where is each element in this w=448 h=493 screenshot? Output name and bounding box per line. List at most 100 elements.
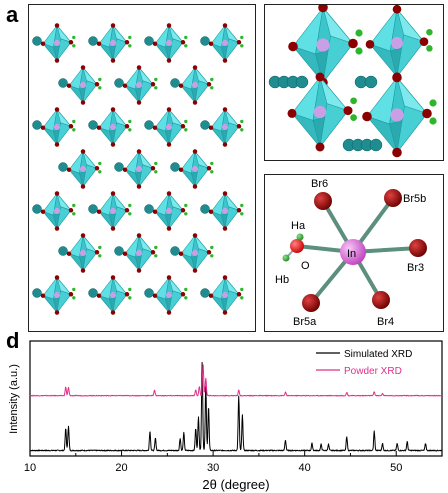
bromine-atom: [66, 83, 72, 88]
octahedron: [208, 107, 244, 147]
cesium-atom: [88, 120, 98, 130]
cesium-atom: [200, 120, 210, 130]
bromine-atom: [180, 292, 186, 297]
hydrogen-atom: [154, 161, 158, 166]
octahedron: [152, 191, 188, 231]
octahedron-face: [396, 105, 428, 153]
octahedron: [178, 233, 214, 273]
octahedron-face: [138, 164, 154, 187]
bromine-atom: [124, 40, 130, 45]
bromine-atom: [122, 167, 128, 172]
panel-d-xrd-chart: 10 20 30 40 50 Simulated XRD Powder XRD 2θ (…: [8, 340, 443, 492]
hydrogen-atom: [128, 212, 132, 216]
bromine-atom: [40, 209, 46, 214]
cesium-atom: [144, 288, 154, 298]
label-ha: Ha: [291, 220, 306, 232]
bromine-atom: [110, 58, 116, 63]
label-o: O: [301, 260, 310, 272]
hydrogen-atom: [154, 170, 158, 174]
cesium-atom: [369, 138, 383, 152]
bromine-atom: [152, 209, 158, 214]
indium-atom: [53, 39, 61, 47]
atom-br3: [409, 239, 427, 257]
hydrogen-atom: [210, 86, 214, 90]
hydrogen-atom: [72, 44, 76, 48]
bromine-atom: [122, 251, 128, 256]
bromine-atom: [54, 226, 60, 231]
bromine-atom: [208, 41, 214, 46]
octahedron-face: [138, 80, 154, 103]
cesium-atom: [32, 120, 42, 130]
bromine-atom: [222, 107, 228, 112]
hydrogen-atom: [210, 254, 214, 258]
octahedron: [152, 23, 188, 63]
octahedron: [40, 107, 76, 147]
octahedron: [208, 23, 244, 63]
bromine-atom: [66, 167, 72, 172]
cesium-atom: [144, 204, 154, 214]
bromine-atom: [110, 275, 116, 280]
label-br5b: Br5b: [403, 193, 426, 205]
x-tick-label: 20: [115, 462, 127, 474]
indium-atom: [221, 291, 229, 299]
indium-atom: [109, 291, 117, 299]
cesium-atom: [170, 246, 180, 256]
hydrogen-atom: [72, 287, 76, 292]
hydrogen-atom: [184, 35, 188, 40]
hydrogen-atom: [355, 29, 363, 37]
octahedron-face: [224, 122, 240, 145]
octahedron-face: [82, 164, 98, 187]
cesium-atom: [200, 36, 210, 46]
octahedron: [122, 233, 158, 273]
cesium-atom: [200, 288, 210, 298]
bromine-atom: [222, 226, 228, 231]
cesium-atom: [170, 78, 180, 88]
octahedron: [178, 65, 214, 105]
cesium-atom: [88, 288, 98, 298]
bromine-atom: [192, 268, 198, 273]
octahedron-face: [112, 122, 128, 145]
hydrogen-atom: [210, 161, 214, 166]
hydrogen-atom: [154, 245, 158, 250]
bromine-atom: [365, 40, 375, 49]
cesium-atom: [58, 78, 68, 88]
octahedron-face: [112, 206, 128, 229]
hydrogen-atom: [128, 296, 132, 300]
bromine-atom: [178, 167, 184, 172]
octahedron-face: [112, 290, 128, 313]
chart-y-axis-label: Intensity (a.u.): [8, 364, 20, 434]
panel-b-structure-image: [268, 2, 437, 158]
octahedron: [208, 275, 244, 315]
hydrogen-atom: [350, 114, 357, 121]
bromine-atom: [80, 149, 86, 154]
bromine-atom: [54, 310, 60, 315]
panel-a-crystal-packing: [28, 4, 256, 332]
bromine-atom: [192, 184, 198, 189]
octahedron-face: [322, 35, 354, 83]
label-in: In: [347, 248, 356, 260]
hydrogen-atom: [184, 287, 188, 292]
bromine-atom: [222, 310, 228, 315]
bromine-atom: [136, 184, 142, 189]
bromine-atom: [236, 40, 242, 45]
octahedron: [66, 65, 102, 105]
cesium-atom: [32, 204, 42, 214]
hydrogen-atom: [128, 44, 132, 48]
octahedron: [96, 275, 132, 315]
cesium-atom: [144, 36, 154, 46]
bromine-atom: [208, 293, 214, 298]
indium-atom: [53, 123, 61, 131]
octahedron: [96, 23, 132, 63]
bromine-atom: [166, 191, 172, 196]
bromine-atom: [422, 108, 432, 119]
hydrogen-atom: [355, 47, 363, 55]
bromine-atom: [136, 233, 142, 238]
hydrogen-atom: [240, 212, 244, 216]
bromine-atom: [192, 233, 198, 238]
bromine-atom: [80, 100, 86, 105]
bromine-atom: [315, 72, 325, 82]
bromine-atom: [315, 142, 325, 152]
bromine-atom: [152, 41, 158, 46]
hydrogen-atom: [184, 44, 188, 48]
octahedron-face: [168, 290, 184, 313]
